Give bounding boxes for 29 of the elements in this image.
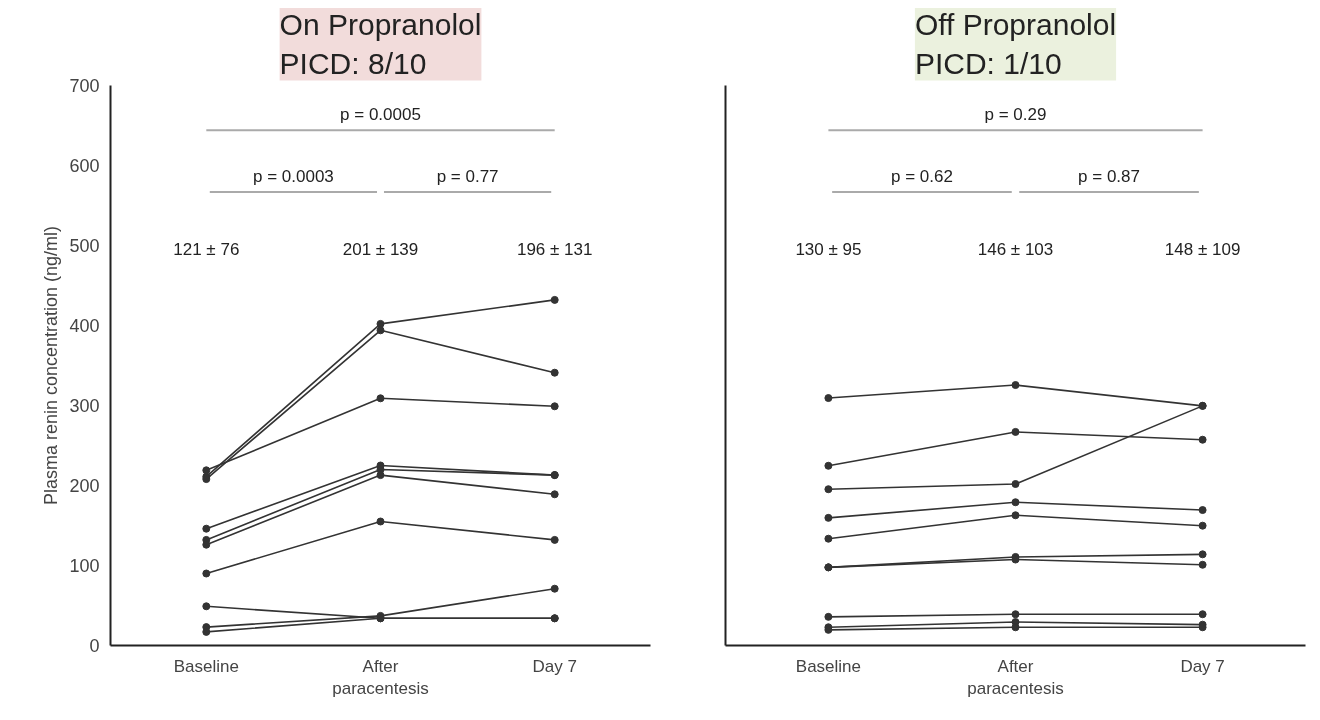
x-tick-label: After paracentesis (332, 656, 429, 699)
text: p = 0.29 (984, 105, 1047, 125)
text: p = 0.87 (1078, 166, 1141, 186)
y-tick-label: 100 (69, 556, 100, 576)
text: p = 0.62 (890, 166, 953, 186)
annotation: p = 0.0005 (340, 105, 421, 125)
chart-title: Off Propranolol PICD: 1/10 (914, 7, 1117, 81)
y-tick-label: 0 (89, 636, 100, 656)
text: 130 ± 95 (795, 240, 862, 260)
annotation: 121 ± 76 (173, 240, 240, 260)
text: 148 ± 109 (1164, 240, 1241, 260)
chart-title: On Propranolol PICD: 8/10 (279, 7, 482, 81)
x-tick-label: Baseline (795, 656, 862, 676)
annotation: 201 ± 139 (342, 240, 419, 260)
y-tick-label: 300 (69, 396, 100, 416)
y-tick-label: 600 (69, 156, 100, 176)
annotation: p = 0.0003 (252, 166, 334, 186)
x-tick-label: After paracentesis (967, 656, 1064, 699)
x-tick-label: Baseline (173, 656, 239, 676)
annotation: 196 ± 131 (516, 240, 593, 260)
y-tick-label: 200 (69, 476, 100, 496)
annotation: p = 0.77 (436, 166, 499, 186)
y-axis-title: Plasma renin concentration (ng/ml) (41, 225, 62, 506)
y-tick-label: 700 (69, 76, 100, 96)
y-tick-label: 400 (69, 316, 100, 336)
x-tick-label: Day 7 (1180, 656, 1225, 676)
y-tick-label: 500 (69, 236, 100, 256)
text: 146 ± 103 (977, 240, 1054, 260)
x-tick-label: Day 7 (532, 656, 577, 676)
